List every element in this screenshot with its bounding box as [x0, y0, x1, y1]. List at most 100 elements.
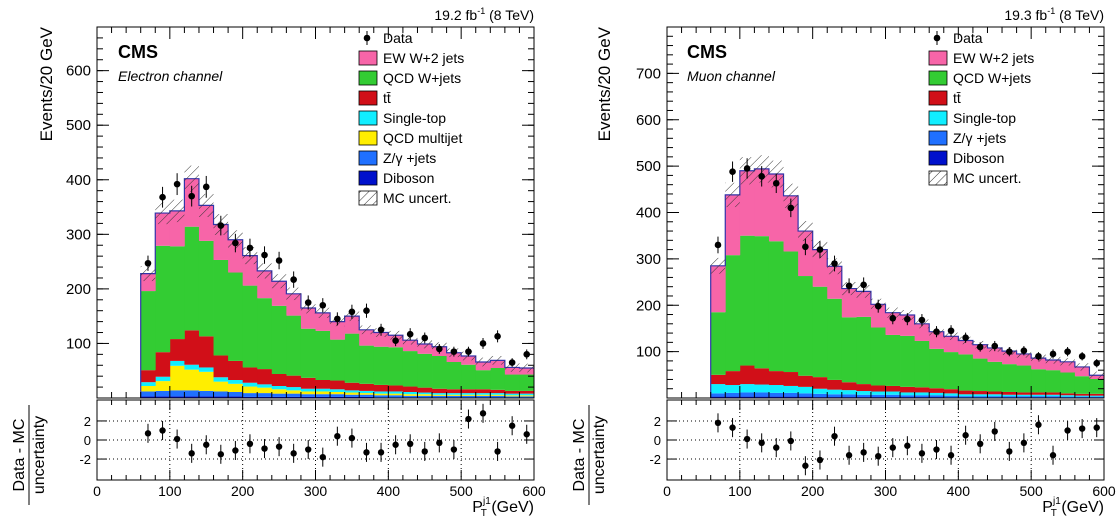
bar-segment	[768, 174, 784, 242]
bar-segment	[475, 394, 491, 396]
ratio-point	[217, 451, 225, 458]
legend-item: QCD multijet	[358, 130, 462, 146]
x-tick-label: 100	[728, 483, 752, 499]
legend-item: tt̄	[358, 90, 391, 106]
ratio-point	[743, 435, 751, 443]
bar-segment	[972, 396, 988, 398]
bar-segment	[929, 348, 945, 389]
bar-segment	[315, 330, 331, 380]
bar-segment	[490, 394, 506, 396]
series-ew-w-2-jets	[710, 168, 1104, 379]
ratio-point	[494, 448, 501, 455]
bar-segment	[417, 353, 433, 388]
series-single-top	[140, 360, 534, 396]
y-tick-label: 600	[66, 63, 91, 80]
bar-segment	[388, 395, 404, 398]
bar-segment	[155, 245, 171, 353]
x-axis-ticks	[666, 27, 1105, 398]
legend-item: Diboson	[928, 150, 1004, 166]
bar-segment	[271, 396, 287, 398]
data-point	[787, 204, 795, 212]
legend-swatch	[358, 170, 378, 186]
bar-segment	[812, 286, 828, 378]
bar-segment	[140, 385, 156, 392]
bar-segment	[1016, 353, 1032, 366]
bar-segment	[432, 394, 447, 396]
ratio-point	[479, 410, 487, 417]
legend-item: Diboson	[358, 170, 434, 186]
bar-segment	[373, 346, 389, 385]
data-point	[421, 334, 429, 342]
bar-segment	[900, 395, 916, 398]
ratio-point	[933, 446, 940, 453]
data-point	[188, 192, 195, 200]
bar-segment	[475, 393, 491, 395]
bar-segment	[519, 396, 534, 398]
data-point	[933, 328, 940, 335]
ratio-point	[144, 430, 152, 437]
bar-segment	[490, 367, 506, 390]
bar-segment	[490, 395, 506, 398]
x-tick-label: 500	[449, 483, 473, 499]
data-point	[918, 316, 926, 324]
legend-swatch	[358, 110, 378, 126]
bar-segment	[213, 391, 229, 397]
bar-segment	[900, 386, 916, 393]
ratio-point	[1078, 425, 1086, 432]
legend-item: Z/γ +jets	[928, 130, 1006, 146]
uncertainty-box	[783, 183, 799, 208]
bar-segment	[1045, 396, 1061, 398]
bar-segment	[461, 389, 477, 394]
bar-segment	[344, 382, 360, 391]
bar-segment	[1016, 392, 1032, 395]
legend-item: Data	[363, 30, 413, 46]
bar-segment	[140, 291, 156, 371]
bar-segment	[140, 391, 156, 397]
bar-segment	[271, 393, 287, 397]
legend-swatch	[928, 50, 948, 66]
uncertainty-box	[1074, 363, 1090, 371]
bar-segment	[286, 387, 302, 391]
data-point	[1093, 359, 1101, 367]
bar-segment	[987, 394, 1003, 397]
bar-segment	[943, 393, 959, 396]
bar-segment	[330, 396, 346, 398]
bar-segment	[446, 389, 462, 394]
bar-segment	[754, 396, 770, 398]
ratio-point	[787, 437, 795, 445]
legend-swatch	[358, 70, 378, 86]
bar-segment	[856, 394, 872, 398]
bar-segment	[359, 345, 375, 384]
bar-segment	[271, 385, 287, 390]
bar-segment	[228, 379, 244, 384]
y-tick-label: 400	[636, 205, 661, 222]
bar-segment	[812, 393, 828, 398]
experiment-label: CMS	[118, 42, 158, 62]
data-point	[523, 351, 531, 358]
series-qcd-w-jets	[710, 235, 1104, 394]
legend-label: tt̄	[383, 90, 391, 106]
bar-segment	[461, 393, 477, 395]
bar-segment	[373, 393, 389, 396]
bar-segment	[504, 390, 520, 394]
uncertainty-box	[417, 339, 433, 349]
bar-segment	[198, 367, 214, 372]
bar-segment	[870, 385, 886, 392]
bar-segment	[1089, 395, 1104, 397]
bar-segment	[461, 355, 477, 365]
bar-segment	[1016, 396, 1032, 398]
bar-segment	[1002, 396, 1017, 398]
bar-segment	[330, 394, 346, 397]
legend-label: Data	[953, 30, 983, 46]
ratio-point	[947, 452, 955, 459]
uncertainty-box	[475, 357, 491, 367]
bar-segment	[198, 336, 214, 368]
bar-segment	[870, 327, 886, 386]
y-tick-label: 600	[636, 112, 661, 129]
bar-segment	[768, 371, 784, 386]
data-point	[743, 165, 751, 172]
bar-segment	[914, 340, 930, 388]
bar-segment	[900, 314, 916, 336]
bar-segment	[373, 384, 389, 392]
